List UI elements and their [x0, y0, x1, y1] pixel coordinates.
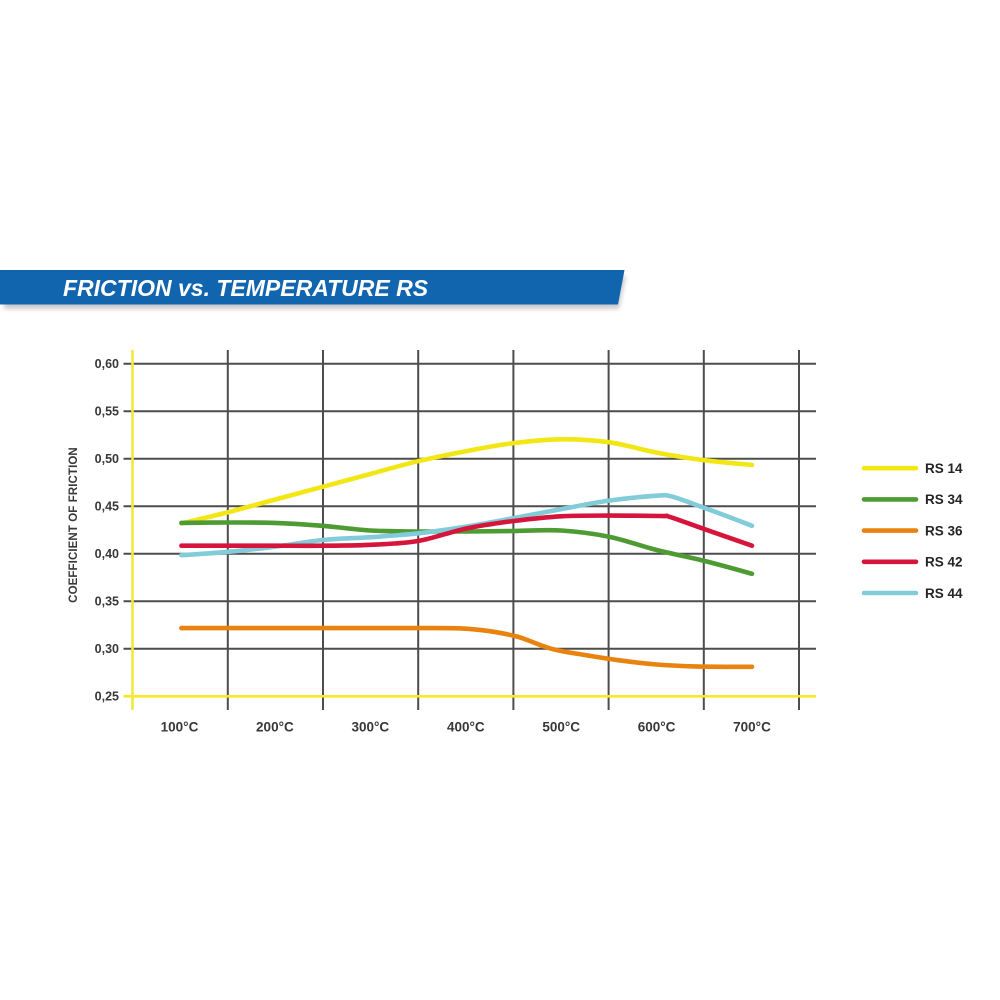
svg-text:RS 44: RS 44 — [925, 586, 963, 601]
svg-text:RS 34: RS 34 — [925, 492, 963, 507]
svg-text:0,50: 0,50 — [95, 452, 119, 466]
svg-text:0,55: 0,55 — [95, 405, 119, 419]
svg-text:300°C: 300°C — [351, 720, 389, 735]
svg-text:0,60: 0,60 — [95, 357, 119, 371]
svg-text:700°C: 700°C — [733, 720, 771, 735]
svg-text:0,25: 0,25 — [95, 690, 119, 704]
svg-text:400°C: 400°C — [447, 720, 485, 735]
svg-text:RS 14: RS 14 — [925, 461, 963, 476]
svg-text:600°C: 600°C — [638, 720, 676, 735]
svg-text:100°C: 100°C — [161, 720, 199, 735]
svg-text:RS 36: RS 36 — [925, 523, 963, 538]
svg-text:0,35: 0,35 — [95, 595, 119, 609]
svg-text:0,40: 0,40 — [95, 547, 119, 561]
svg-text:COEFFICIENT OF FRICTION: COEFFICIENT OF FRICTION — [68, 447, 80, 603]
svg-text:500°C: 500°C — [542, 720, 580, 735]
svg-text:0,30: 0,30 — [95, 642, 119, 656]
svg-text:RS 42: RS 42 — [925, 555, 963, 570]
svg-text:FRICTION vs. TEMPERATURE RS: FRICTION vs. TEMPERATURE RS — [63, 275, 429, 301]
svg-text:0,45: 0,45 — [95, 500, 119, 514]
svg-text:200°C: 200°C — [256, 720, 294, 735]
